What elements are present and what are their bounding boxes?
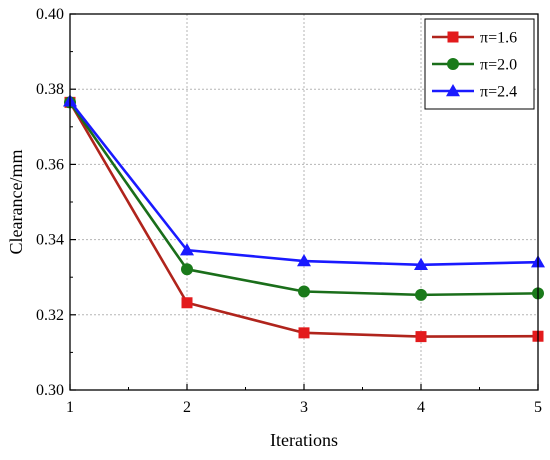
data-point [414,257,428,271]
x-tick-label: 2 [183,399,191,416]
data-point [415,331,427,343]
data-point [181,297,193,309]
legend-item: π=2.0 [432,57,517,74]
legend-label: π=1.6 [480,30,517,47]
legend-marker [447,58,459,70]
data-point [180,243,194,256]
legend-item: π=1.6 [432,30,517,47]
y-tick-label: 0.34 [36,232,64,249]
data-point [297,254,311,267]
legend-item: π=2.4 [432,84,517,101]
legend-label: π=2.0 [480,57,517,74]
tick-layer: 1 2 3 4 5 0.30 0.32 0.34 0.36 0.38 0.40 [36,6,542,416]
data-point [181,263,193,276]
y-tick-label: 0.30 [36,382,64,399]
series-layer [63,94,545,343]
legend-label: π=2.4 [480,84,517,101]
legend: π=1.6 π=2.0 π=2.4 [424,18,535,110]
y-tick-label: 0.32 [36,307,64,324]
x-tick-label: 3 [300,399,308,416]
x-tick-label: 5 [534,399,542,416]
data-point [298,327,310,339]
y-tick-label: 0.40 [36,6,64,23]
y-axis-title: Clearance/mm [6,150,26,255]
y-tick-label: 0.38 [36,81,64,98]
y-tick-label: 0.36 [36,156,64,173]
data-point [415,288,427,301]
x-tick-label: 4 [417,399,425,416]
data-point [298,285,310,298]
legend-marker [446,84,460,97]
x-axis-title: Iterations [270,430,338,450]
grid-layer [70,14,538,390]
x-tick-label: 1 [66,399,74,416]
legend-marker [447,31,459,43]
